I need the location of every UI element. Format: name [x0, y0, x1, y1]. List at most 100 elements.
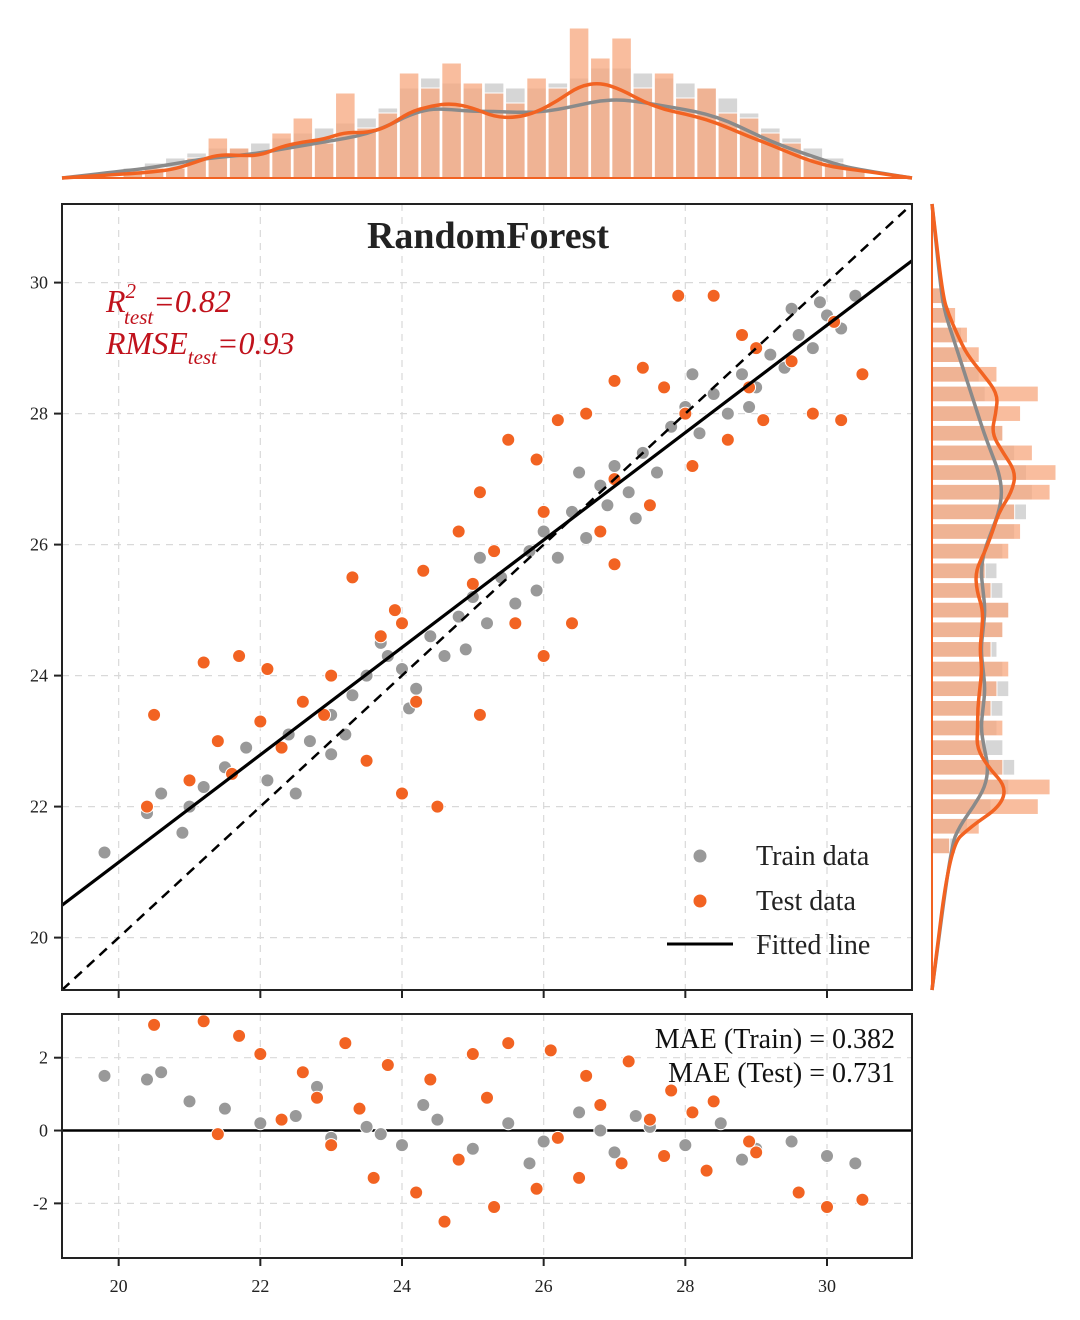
test-point-52 [657, 380, 672, 395]
test-point-16 [671, 288, 686, 303]
residual-test-point-10 [543, 1043, 558, 1058]
residual-test-point-27 [572, 1170, 587, 1185]
right-hist-test-bar-6 [931, 719, 1004, 737]
train-point-54 [572, 465, 587, 480]
reference-lines [61, 203, 913, 1132]
residual-train-point-1 [140, 1072, 154, 1087]
residual-train-point-5 [253, 1116, 268, 1131]
train-points [97, 288, 863, 860]
residual-train-point-8 [359, 1119, 374, 1134]
train-point-22 [508, 596, 523, 611]
x-tick-label-20: 20 [110, 1276, 128, 1296]
residual-test-point-11 [579, 1068, 594, 1083]
train-point-32 [650, 465, 664, 480]
top-hist-test-bar-9 [313, 142, 335, 179]
residual-test-point-31 [742, 1134, 757, 1149]
test-point-55 [373, 629, 388, 644]
main-y-tick-label-24: 24 [30, 666, 48, 686]
top-hist-test-bar-19 [526, 77, 547, 179]
test-point-0 [147, 707, 162, 722]
fitted-line [61, 259, 913, 907]
residual-test-point-6 [380, 1057, 395, 1072]
test-point-40 [834, 413, 849, 428]
legend-train-label: Train data [756, 841, 870, 872]
residual-test-point-29 [657, 1149, 672, 1164]
residual-train-point-22 [848, 1156, 863, 1171]
top-hist-test-bar-16 [462, 82, 484, 179]
test-point-32 [536, 648, 551, 663]
test-point-2 [232, 648, 247, 663]
right-hist-test-bar-20 [931, 444, 1033, 462]
right-hist-test-bar-11 [931, 621, 1004, 639]
train-point-9 [302, 734, 317, 749]
train-point-52 [472, 550, 487, 565]
train-point-15 [409, 681, 424, 696]
train-point-56 [685, 367, 700, 382]
right-kde-test [930, 203, 1017, 991]
identity-line [61, 203, 913, 991]
residual-test-point-37 [550, 1130, 565, 1145]
mae-test-label: MAE (Test) = 0.731 [668, 1058, 895, 1089]
legend: Train data Test data Fitted line [667, 841, 870, 961]
right-hist-test-bar-19 [931, 464, 1057, 481]
top-hist-test-bar-23 [611, 37, 632, 179]
test-point-17 [706, 288, 721, 303]
residual-train-point-14 [572, 1105, 587, 1120]
residual-test-point-20 [274, 1112, 289, 1127]
test-point-36 [685, 459, 700, 473]
train-point-30 [621, 485, 636, 500]
train-point-11 [345, 688, 360, 703]
legend-test-label: Test data [756, 886, 856, 917]
residual-train-point-12 [501, 1116, 516, 1131]
top-hist-test-bar-22 [590, 57, 611, 179]
x-tick-label-22: 22 [251, 1276, 269, 1296]
train-point-40 [763, 347, 778, 362]
test-point-38 [756, 413, 771, 428]
train-point-48 [288, 786, 303, 801]
top-hist-test-bar-17 [483, 92, 505, 179]
x-tick-label-30: 30 [818, 1276, 836, 1296]
train-point-18 [451, 609, 466, 624]
residual-train-point-28 [373, 1127, 388, 1142]
residual-test-point-14 [706, 1094, 721, 1109]
residual-train-point-6 [288, 1108, 303, 1123]
residual-train-point-26 [628, 1108, 643, 1123]
main-plot-frame [61, 203, 913, 991]
test-point-25 [274, 740, 289, 755]
train-point-16 [423, 629, 438, 644]
test-point-44 [465, 576, 480, 591]
test-point-34 [607, 557, 622, 572]
residual-plot-frame [61, 1013, 913, 1259]
residual-test-point-33 [480, 1090, 494, 1105]
residual-test-point-18 [855, 1192, 870, 1207]
top-hist-test-bar-27 [696, 87, 717, 179]
top-hist-test-bar-25 [653, 72, 675, 179]
residual-y-tick-label-2: 2 [39, 1048, 48, 1068]
residual-train-point-13 [536, 1134, 551, 1149]
residual-test-point-25 [487, 1200, 502, 1215]
test-point-10 [501, 432, 516, 447]
residual-train-point-24 [416, 1098, 431, 1113]
test-point-15 [635, 360, 650, 375]
residual-test-point-32 [352, 1101, 367, 1116]
test-point-30 [472, 707, 487, 722]
test-point-27 [359, 753, 374, 768]
test-points [140, 288, 870, 814]
residual-train-point-10 [430, 1112, 445, 1127]
residual-test-point-12 [621, 1054, 636, 1069]
residual-test-point-26 [529, 1181, 544, 1196]
residual-test-point-34 [593, 1098, 608, 1113]
train-point-63 [812, 295, 827, 310]
test-point-53 [735, 328, 749, 342]
top-marginal-histogram [61, 27, 913, 180]
right-marginal-histogram [930, 203, 1057, 991]
residual-test-point-30 [699, 1163, 714, 1178]
train-point-2 [154, 786, 169, 801]
test-point-7 [416, 563, 431, 578]
test-point-23 [182, 773, 197, 788]
residual-test-point-5 [338, 1036, 353, 1051]
right-hist-test-bar-18 [931, 483, 1051, 501]
test-point-51 [409, 694, 424, 709]
top-kde-test [61, 82, 913, 180]
